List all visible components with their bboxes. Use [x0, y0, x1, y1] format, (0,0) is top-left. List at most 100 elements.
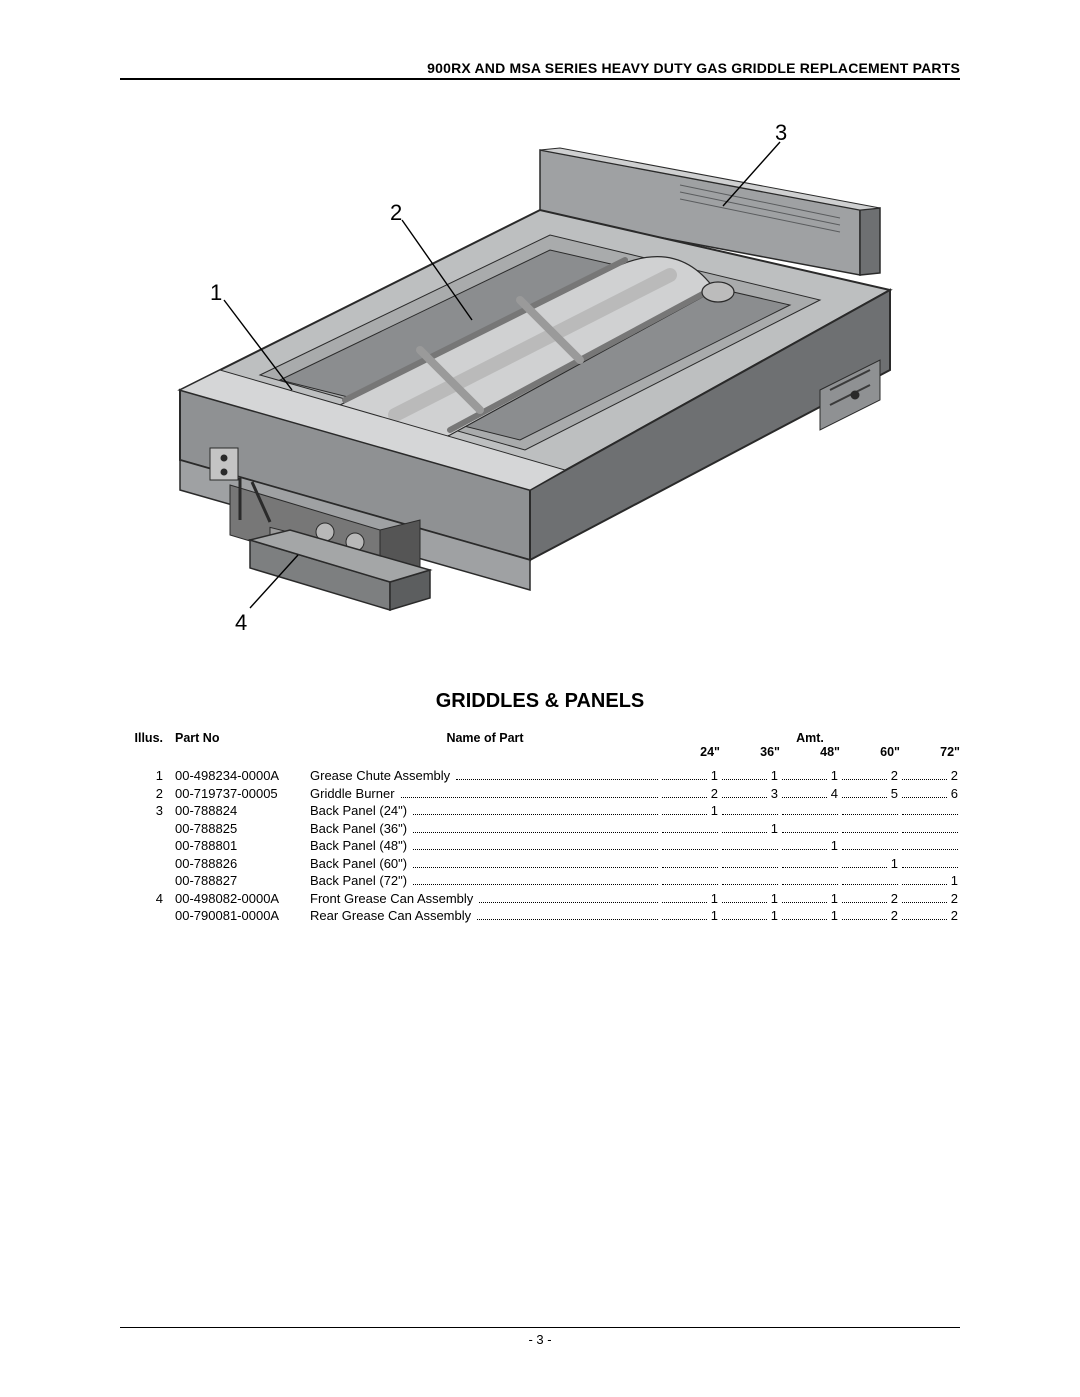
cell-partno: 00-788801	[175, 837, 310, 855]
table-row: 300-788824Back Panel (24")1	[120, 802, 960, 820]
col-size-24: 24"	[660, 745, 720, 759]
cell-amt: 2	[840, 907, 900, 925]
cell-partno: 00-498234-0000A	[175, 767, 310, 785]
cell-amt: 1	[780, 890, 840, 908]
cell-amt: 1	[840, 855, 900, 873]
col-header-partno: Part No	[175, 731, 310, 745]
cell-amt	[780, 824, 840, 833]
cell-illus: 1	[120, 767, 175, 785]
cell-amt: 2	[900, 767, 960, 785]
cell-amt: 2	[660, 785, 720, 803]
table-row: 200-719737-00005Griddle Burner23456	[120, 785, 960, 803]
col-header-amt: Amt.	[660, 731, 960, 745]
cell-amt	[720, 859, 780, 868]
table-header-row-1: Illus. Part No Name of Part Amt.	[120, 731, 960, 745]
cell-amt: 2	[900, 890, 960, 908]
diagram-svg	[120, 90, 960, 650]
cell-amt	[780, 859, 840, 868]
cell-amt: 1	[720, 820, 780, 838]
cell-partno: 00-788825	[175, 820, 310, 838]
table-row: 00-788826Back Panel (60") 1	[120, 855, 960, 873]
cell-name: Back Panel (48")	[310, 837, 660, 855]
cell-partno: 00-788826	[175, 855, 310, 873]
cell-partno: 00-788827	[175, 872, 310, 890]
cell-amt	[900, 806, 960, 815]
cell-name: Back Panel (24")	[310, 802, 660, 820]
table-row: 400-498082-0000AFront Grease Can Assembl…	[120, 890, 960, 908]
page-number: - 3 -	[528, 1332, 551, 1347]
header-rule: 900RX AND MSA SERIES HEAVY DUTY GAS GRID…	[120, 60, 960, 80]
exploded-diagram: 1 2 3 4	[120, 90, 960, 650]
cell-amt: 5	[840, 785, 900, 803]
cell-amt: 1	[660, 890, 720, 908]
cell-amt	[900, 841, 960, 850]
cell-amt: 1	[660, 802, 720, 820]
col-header-name: Name of Part	[310, 731, 660, 745]
callout-2: 2	[390, 200, 402, 226]
cell-illus: 4	[120, 890, 175, 908]
cell-amt	[660, 841, 720, 850]
cell-amt: 2	[840, 890, 900, 908]
cell-amt	[660, 876, 720, 885]
col-size-72: 72"	[900, 745, 960, 759]
cell-amt	[720, 841, 780, 850]
cell-amt	[660, 859, 720, 868]
table-row: 100-498234-0000AGrease Chute Assembly111…	[120, 767, 960, 785]
callout-4: 4	[235, 610, 247, 636]
cell-amt	[780, 806, 840, 815]
cell-partno: 00-498082-0000A	[175, 890, 310, 908]
table-row: 00-790081-0000ARear Grease Can Assembly1…	[120, 907, 960, 925]
cell-amt: 2	[900, 907, 960, 925]
cell-name: Front Grease Can Assembly	[310, 890, 660, 908]
cell-name: Back Panel (60")	[310, 855, 660, 873]
cell-amt: 1	[660, 907, 720, 925]
section-title: GRIDDLES & PANELS	[120, 690, 960, 713]
table-header-row-2: 24" 36" 48" 60" 72"	[120, 745, 960, 759]
cell-amt: 1	[720, 890, 780, 908]
cell-partno: 00-719737-00005	[175, 785, 310, 803]
cell-illus: 2	[120, 785, 175, 803]
cell-amt	[840, 806, 900, 815]
cell-name: Back Panel (72")	[310, 872, 660, 890]
cell-amt: 1	[720, 767, 780, 785]
cell-amt: 1	[780, 767, 840, 785]
page-footer: - 3 -	[120, 1327, 960, 1347]
col-size-48: 48"	[780, 745, 840, 759]
cell-amt	[900, 859, 960, 868]
cell-amt	[840, 841, 900, 850]
cell-amt: 1	[900, 872, 960, 890]
callout-3: 3	[775, 120, 787, 146]
col-header-illus: Illus.	[120, 731, 175, 745]
cell-amt: 6	[900, 785, 960, 803]
callout-1: 1	[210, 280, 222, 306]
cell-amt	[780, 876, 840, 885]
header-title: 900RX AND MSA SERIES HEAVY DUTY GAS GRID…	[120, 60, 960, 76]
cell-name: Griddle Burner	[310, 785, 660, 803]
cell-amt	[660, 824, 720, 833]
cell-name: Grease Chute Assembly	[310, 767, 660, 785]
col-size-36: 36"	[720, 745, 780, 759]
cell-amt: 1	[780, 837, 840, 855]
table-row: 00-788801Back Panel (48") 1	[120, 837, 960, 855]
cell-amt: 2	[840, 767, 900, 785]
cell-amt	[720, 806, 780, 815]
cell-amt: 1	[720, 907, 780, 925]
cell-name: Back Panel (36")	[310, 820, 660, 838]
table-body: 100-498234-0000AGrease Chute Assembly111…	[120, 767, 960, 925]
cell-partno: 00-790081-0000A	[175, 907, 310, 925]
cell-illus: 3	[120, 802, 175, 820]
cell-amt: 1	[780, 907, 840, 925]
table-row: 00-788825Back Panel (36") 1	[120, 820, 960, 838]
cell-amt	[840, 824, 900, 833]
col-size-60: 60"	[840, 745, 900, 759]
cell-amt: 4	[780, 785, 840, 803]
cell-amt: 1	[660, 767, 720, 785]
table-row: 00-788827Back Panel (72") 1	[120, 872, 960, 890]
page: 900RX AND MSA SERIES HEAVY DUTY GAS GRID…	[0, 0, 1080, 1397]
parts-table: Illus. Part No Name of Part Amt. 24" 36"…	[120, 731, 960, 925]
cell-amt	[840, 876, 900, 885]
cell-amt	[720, 876, 780, 885]
cell-amt	[900, 824, 960, 833]
cell-partno: 00-788824	[175, 802, 310, 820]
cell-amt: 3	[720, 785, 780, 803]
